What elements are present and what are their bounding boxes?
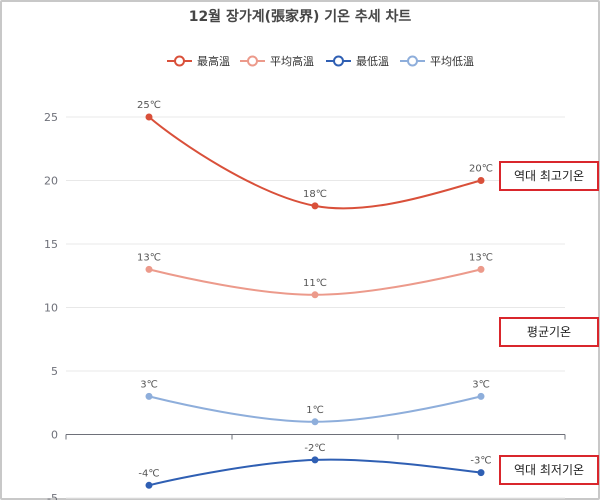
- data-label: 13℃: [137, 252, 161, 263]
- data-point: [477, 265, 485, 273]
- y-tick-label: 15: [44, 238, 58, 251]
- data-label: 11℃: [303, 278, 327, 289]
- y-tick-label: 25: [44, 111, 58, 124]
- annotation-average: 평균기온: [499, 317, 599, 347]
- y-tick-label: 20: [44, 175, 58, 188]
- data-point: [145, 392, 153, 400]
- data-label: -2℃: [304, 443, 325, 454]
- chart-title: 12월 장가계(張家界) 기온 추세 차트: [188, 9, 412, 25]
- data-label: -3℃: [470, 456, 491, 467]
- data-label: 3℃: [472, 379, 490, 390]
- annotation-record-high: 역대 최고기온: [499, 161, 599, 191]
- data-point: [477, 469, 485, 477]
- legend-label: 最低溫: [356, 54, 389, 68]
- legend-marker: [174, 55, 185, 67]
- data-label: 1℃: [306, 405, 324, 416]
- data-point: [311, 291, 319, 299]
- data-point: [145, 481, 153, 489]
- annotation-record-low: 역대 최저기온: [499, 455, 599, 485]
- data-point: [311, 456, 319, 464]
- legend-marker: [333, 55, 344, 67]
- data-label: 13℃: [469, 252, 493, 263]
- legend-label: 最高溫: [197, 54, 230, 68]
- data-point: [477, 177, 485, 184]
- data-point: [311, 202, 319, 210]
- y-tick-label: 5: [51, 365, 58, 378]
- data-point: [311, 418, 319, 426]
- legend-marker: [407, 55, 418, 67]
- legend-label: 平均低溫: [430, 54, 474, 68]
- legend-label: 平均高溫: [270, 54, 314, 68]
- data-point: [145, 265, 153, 273]
- data-point: [477, 392, 485, 400]
- series-line: [148, 458, 482, 487]
- data-label: -4℃: [138, 468, 159, 479]
- y-tick-label: 10: [44, 302, 58, 315]
- y-tick-label: -5: [47, 492, 58, 500]
- data-label: 18℃: [303, 189, 327, 200]
- data-label: 20℃: [469, 164, 493, 175]
- data-label: 25℃: [137, 100, 161, 111]
- data-label: 3℃: [140, 379, 158, 390]
- data-point: [145, 113, 153, 121]
- legend-marker: [247, 55, 258, 67]
- y-tick-label: 0: [51, 429, 58, 442]
